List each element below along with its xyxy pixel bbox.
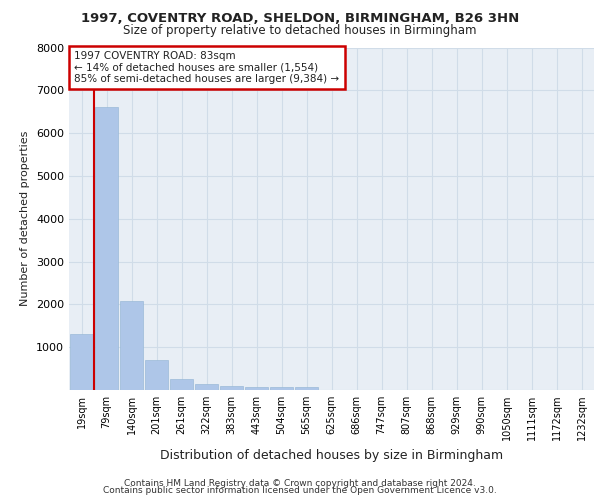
Bar (195, 384, 218, 390)
Bar (220, 386, 243, 390)
Bar (120, 301, 143, 390)
Bar (245, 387, 268, 390)
X-axis label: Distribution of detached houses by size in Birmingham: Distribution of detached houses by size … (160, 448, 503, 462)
Bar (270, 388, 293, 390)
Text: Contains HM Land Registry data © Crown copyright and database right 2024.: Contains HM Land Registry data © Crown c… (124, 478, 476, 488)
Y-axis label: Number of detached properties: Number of detached properties (20, 131, 31, 306)
Bar (170, 379, 193, 390)
Bar (95, 108, 118, 390)
Bar (295, 388, 318, 390)
Bar (145, 360, 168, 390)
Text: Size of property relative to detached houses in Birmingham: Size of property relative to detached ho… (123, 24, 477, 37)
Bar (70, 334, 93, 390)
Text: 1997 COVENTRY ROAD: 83sqm
← 14% of detached houses are smaller (1,554)
85% of se: 1997 COVENTRY ROAD: 83sqm ← 14% of detac… (74, 51, 340, 84)
Text: Contains public sector information licensed under the Open Government Licence v3: Contains public sector information licen… (103, 486, 497, 495)
Text: 1997, COVENTRY ROAD, SHELDON, BIRMINGHAM, B26 3HN: 1997, COVENTRY ROAD, SHELDON, BIRMINGHAM… (81, 12, 519, 26)
